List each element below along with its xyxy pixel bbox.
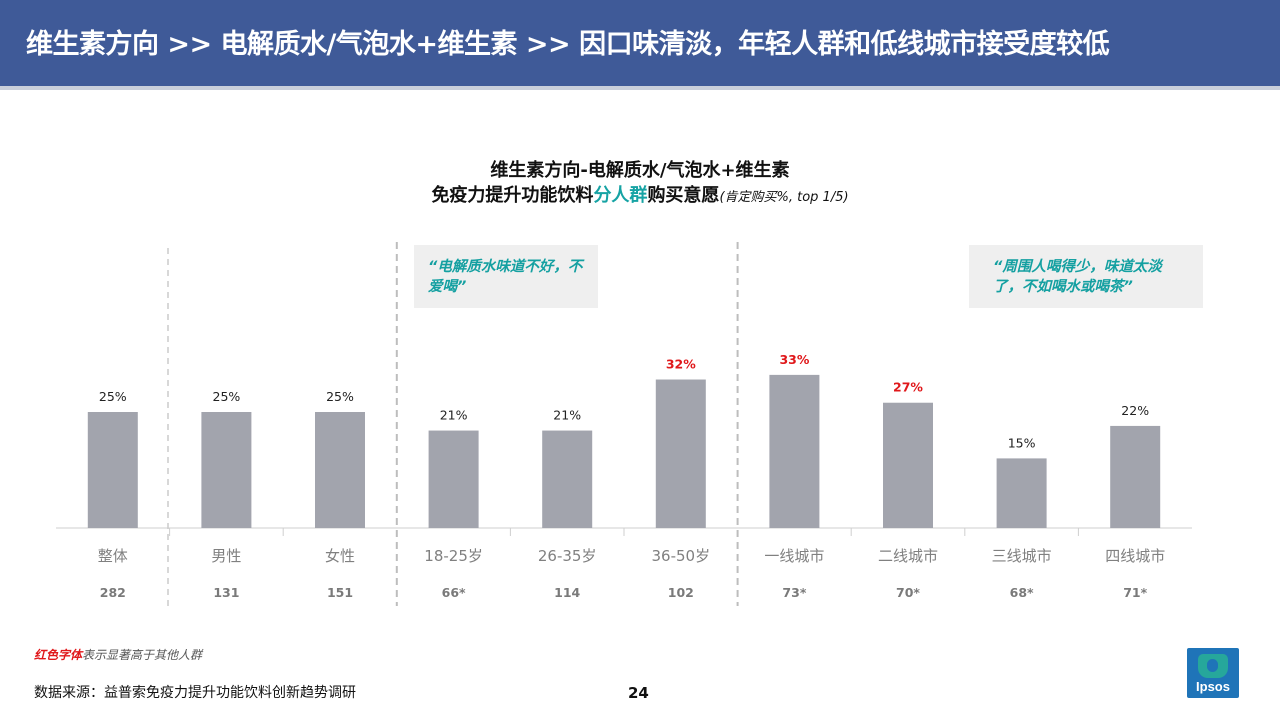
sample-size-label: 102 xyxy=(668,585,694,600)
category-label: 三线城市 xyxy=(992,547,1052,565)
chart-title-suffix: 购买意愿 xyxy=(647,185,720,206)
sample-size-label: 73* xyxy=(782,585,806,600)
sample-size-label: 131 xyxy=(213,585,239,600)
logo-mark xyxy=(1198,654,1228,678)
category-label: 36-50岁 xyxy=(652,547,711,565)
chart-title-main: 免疫力提升功能饮料 xyxy=(431,185,594,206)
category-label: 一线城市 xyxy=(764,547,824,565)
bar xyxy=(428,430,479,528)
bar xyxy=(1110,425,1161,528)
page-number: 24 xyxy=(628,684,649,702)
legend-note: 红色字体表示显著高于其他人群 xyxy=(34,646,202,663)
data-label: 33% xyxy=(779,352,809,367)
category-label: 26-35岁 xyxy=(538,547,597,565)
data-label: 27% xyxy=(893,380,923,395)
data-label: 15% xyxy=(1008,435,1036,450)
category-label: 18-25岁 xyxy=(424,547,483,565)
sample-size-label: 282 xyxy=(100,585,126,600)
sample-size-label: 151 xyxy=(327,585,353,600)
bar xyxy=(315,412,365,528)
category-label: 四线城市 xyxy=(1105,547,1165,565)
category-label: 女性 xyxy=(325,547,355,565)
legend-text: 表示显著高于其他人群 xyxy=(82,648,203,662)
sample-size-label: 66* xyxy=(442,585,466,600)
chart-title-highlight: 分人群 xyxy=(593,185,648,206)
sample-size-label: 68* xyxy=(1010,585,1034,600)
sample-size-label: 114 xyxy=(554,585,580,600)
data-label: 21% xyxy=(440,408,468,423)
category-label: 整体 xyxy=(98,547,128,565)
data-label: 25% xyxy=(326,389,354,404)
bar xyxy=(996,458,1047,528)
category-label: 男性 xyxy=(211,547,241,565)
data-source: 数据来源：益普索免疫力提升功能饮料创新趋势调研 xyxy=(34,685,356,701)
data-label: 22% xyxy=(1121,403,1149,418)
sample-size-label: 70* xyxy=(896,585,920,600)
data-label: 32% xyxy=(666,357,696,372)
chart-title-note: (肯定购买%, top 1/5) xyxy=(719,190,849,205)
bar xyxy=(87,412,138,528)
quote-box-electrolyte: “电解质水味道不好，不爱喝” xyxy=(414,245,598,308)
legend-red-label: 红色字体 xyxy=(34,648,83,662)
sample-size-label: 71* xyxy=(1123,585,1147,600)
ipsos-logo: Ipsos xyxy=(1187,648,1239,698)
data-label: 25% xyxy=(99,389,127,404)
chart-title-line2: 免疫力提升功能饮料分人群购买意愿(肯定购买%, top 1/5) xyxy=(0,181,1280,207)
bar xyxy=(655,379,706,528)
data-label: 21% xyxy=(553,408,581,423)
category-label: 二线城市 xyxy=(878,547,938,565)
header-divider xyxy=(0,86,1280,90)
bar xyxy=(769,374,820,528)
data-label: 25% xyxy=(213,389,241,404)
header-bar: 维生素方向 >> 电解质水/气泡水+维生素 >> 因口味清淡，年轻人群和低线城市… xyxy=(0,0,1280,86)
quote-box-taste: “周围人喝得少，味道太淡了，不如喝水或喝茶” xyxy=(969,245,1203,308)
bar xyxy=(883,402,933,528)
bar xyxy=(542,430,593,528)
chart-title-line1: 维生素方向-电解质水/气泡水+维生素 xyxy=(490,160,790,181)
logo-text: Ipsos xyxy=(1196,679,1230,694)
bar xyxy=(201,412,252,528)
page-title: 维生素方向 >> 电解质水/气泡水+维生素 >> 因口味清淡，年轻人群和低线城市… xyxy=(26,29,1110,60)
